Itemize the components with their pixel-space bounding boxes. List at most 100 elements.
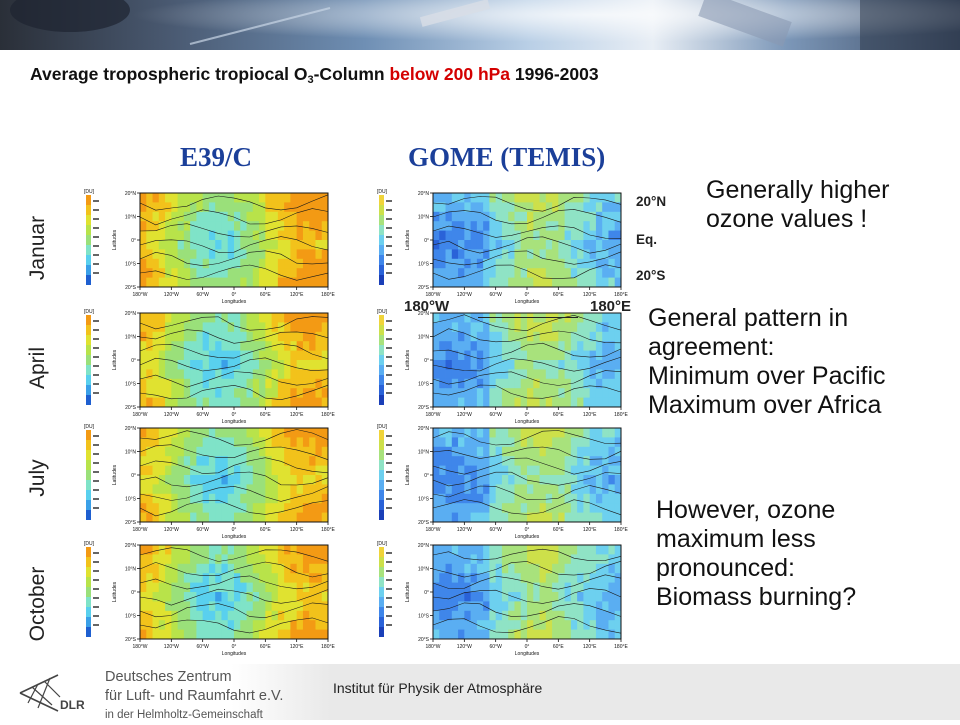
legend-swatch <box>379 470 384 480</box>
map-cell <box>152 563 160 574</box>
map-cell <box>558 193 565 203</box>
map-cell <box>495 456 503 466</box>
map-cell <box>545 322 553 333</box>
map-cell <box>514 582 522 593</box>
map-cell <box>589 221 597 231</box>
map-cell <box>564 369 572 380</box>
map-cell <box>221 360 229 370</box>
map-cell <box>265 601 272 612</box>
map-cell <box>595 313 603 323</box>
map-cell <box>277 573 285 583</box>
map-cell <box>458 388 465 398</box>
map-cell <box>321 221 329 231</box>
map-cell <box>190 573 197 583</box>
map-cell <box>583 601 591 612</box>
model-column-heading: E39/C <box>180 142 253 172</box>
map-cell <box>152 230 160 241</box>
map-cell <box>570 230 578 241</box>
month-label-october: October <box>26 566 49 642</box>
map-cell <box>614 313 622 323</box>
map-cell <box>302 428 310 438</box>
map-cell <box>158 563 166 574</box>
map-cell <box>284 397 291 408</box>
contour-line <box>139 602 329 619</box>
map-cell <box>464 620 471 630</box>
map-cell <box>271 397 279 408</box>
map-cell <box>583 563 591 574</box>
map-cell <box>570 573 578 583</box>
map-cell <box>608 277 616 288</box>
map-cell <box>451 582 459 593</box>
month-label-january: Januar <box>26 215 49 281</box>
longitude-axis-title: Longitudes <box>222 651 247 657</box>
map-cell <box>483 240 490 250</box>
map-cell <box>501 573 509 583</box>
map-cell <box>489 503 497 513</box>
map-cell <box>464 341 471 351</box>
map-cell <box>315 277 323 288</box>
map-cell <box>514 360 522 370</box>
map-cell <box>464 456 471 466</box>
map-cell <box>595 493 603 504</box>
map-cell <box>514 193 522 203</box>
map-cell <box>321 582 329 593</box>
map-cell <box>202 341 210 351</box>
map-cell <box>302 446 310 457</box>
map-cell <box>445 350 453 361</box>
map-cell <box>140 592 147 602</box>
map-cell <box>165 388 172 398</box>
map-cell <box>208 322 216 333</box>
map-cell <box>315 211 323 222</box>
map-cell <box>508 620 515 630</box>
map-cell <box>545 512 553 523</box>
lon-tick-label: 180°W <box>132 412 147 418</box>
map-cell <box>221 446 229 457</box>
map-cell <box>527 475 534 485</box>
map-cell <box>577 456 584 466</box>
map-cell <box>202 610 210 621</box>
map-cell <box>433 437 440 448</box>
map-cell <box>564 601 572 612</box>
map-cell <box>177 221 185 231</box>
map-cell <box>476 240 484 250</box>
latitude-axis-title: Latitudes <box>112 229 118 250</box>
map-cell <box>252 277 260 288</box>
map-cell <box>227 493 235 504</box>
map-cell <box>290 230 298 241</box>
map-cell <box>215 277 222 288</box>
map-cell <box>221 582 229 593</box>
map-cell <box>302 331 310 342</box>
map-cell <box>527 503 534 513</box>
map-cell <box>321 437 329 448</box>
map-cell <box>315 240 323 250</box>
map-cell <box>508 193 515 203</box>
map-cell <box>558 475 565 485</box>
map-cell <box>183 230 191 241</box>
map-cell <box>246 554 254 565</box>
map-cell <box>140 202 147 213</box>
map-cell <box>140 545 147 555</box>
map-cell <box>476 193 484 203</box>
map-cell <box>208 211 216 222</box>
map-cell <box>527 258 534 269</box>
lon-tick-label: 180°E <box>614 412 628 418</box>
map-cell <box>158 268 166 278</box>
legend-swatch <box>86 365 91 375</box>
map-cell <box>470 620 478 630</box>
legend-swatch <box>86 375 91 385</box>
map-cell <box>290 512 298 523</box>
map-cell <box>140 388 147 398</box>
map-cell <box>321 202 329 213</box>
map-cell <box>177 512 185 523</box>
map-cell <box>284 563 291 574</box>
map-cell <box>527 554 534 565</box>
map-cell <box>152 331 160 342</box>
map-cell <box>589 484 597 495</box>
map-cell <box>583 369 591 380</box>
map-cell <box>527 360 534 370</box>
map-cell <box>259 268 266 278</box>
map-cell <box>146 503 153 513</box>
map-cell <box>495 193 503 203</box>
map-cell <box>489 322 497 333</box>
lat-tick-label: 20°S <box>125 405 137 411</box>
